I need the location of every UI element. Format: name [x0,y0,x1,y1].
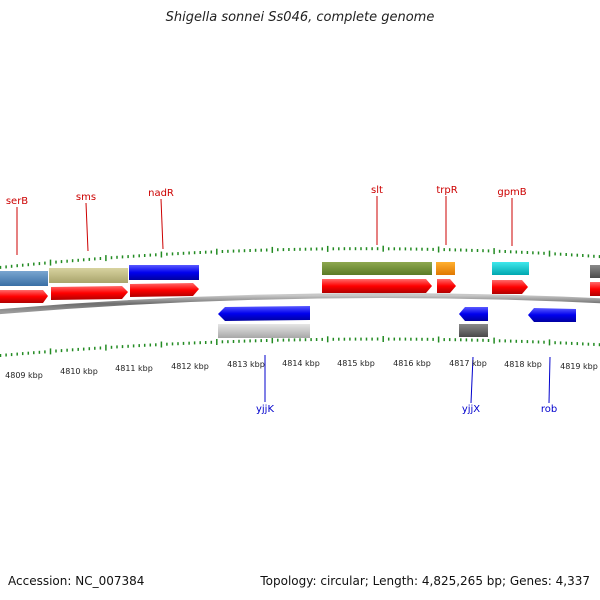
gene-arrow-rob [528,308,576,322]
kbp-label: 4813 kbp [227,360,265,369]
tick-marks [0,245,600,357]
gene-label-trpR: trpR [436,185,457,196]
kbp-label: 4814 kbp [282,359,320,368]
kbp-label: 4817 kbp [449,359,487,368]
kbp-label: 4815 kbp [337,359,375,368]
gene-label-yjjX: yjjX [462,404,480,415]
accession-text: Accession: NC_007384 [8,574,145,588]
feature-bar-sms [49,268,128,283]
feature-bar-trpR [436,262,455,275]
feature-bar-slt [322,262,432,275]
gene-arrow-serB [0,290,48,303]
gene-arrow-sms [51,286,128,300]
kbp-label: 4810 kbp [60,367,98,376]
kbp-label: 4818 kbp [504,360,542,369]
genome-backbone [0,293,600,315]
kbp-labels: 4809 kbp 4810 kbp 4811 kbp 4812 kbp 4813… [5,359,598,380]
gene-arrow-slt [322,279,432,293]
gene-label-rob: rob [541,404,557,415]
kbp-label: 4811 kbp [115,364,153,373]
gene-label-gpmB: gpmB [497,187,526,198]
feature-bar-right-edge [590,265,600,278]
leader-rob [548,356,551,404]
feature-bar-yjjX [459,324,488,337]
feature-bar-yjjK [218,324,310,338]
bottom-label-leaders [264,355,551,404]
gene-label-sms: sms [76,192,96,203]
gene-arrow-nadR [130,283,199,297]
feature-bar-nadR [129,265,199,280]
leader-nadR [160,198,164,250]
kbp-label: 4819 kbp [560,362,598,371]
feature-bar-gpmB [492,262,529,275]
leader-sms [85,202,89,252]
top-label-leaders [16,196,513,255]
gene-arrow-gpmB [492,280,528,294]
kbp-label: 4816 kbp [393,359,431,368]
gene-label-slt: slt [371,185,383,196]
topology-text: Topology: circular; Length: 4,825,265 bp… [260,574,590,588]
kbp-label: 4809 kbp [5,371,43,380]
map-title: Shigella sonnei Ss046, complete genome [165,10,435,25]
leader-yjjX [470,356,474,404]
gene-arrow-yjjK [218,306,310,321]
gene-arrow-yjjX [459,307,488,321]
gene-arrow-right-edge [590,282,600,296]
feature-bar-serB [0,271,48,286]
gene-label-nadR: nadR [148,188,174,199]
gene-label-yjjK: yjjK [256,404,274,415]
gene-arrow-trpR [437,279,456,293]
kbp-label: 4812 kbp [171,362,209,371]
gene-label-serB: serB [6,196,28,207]
